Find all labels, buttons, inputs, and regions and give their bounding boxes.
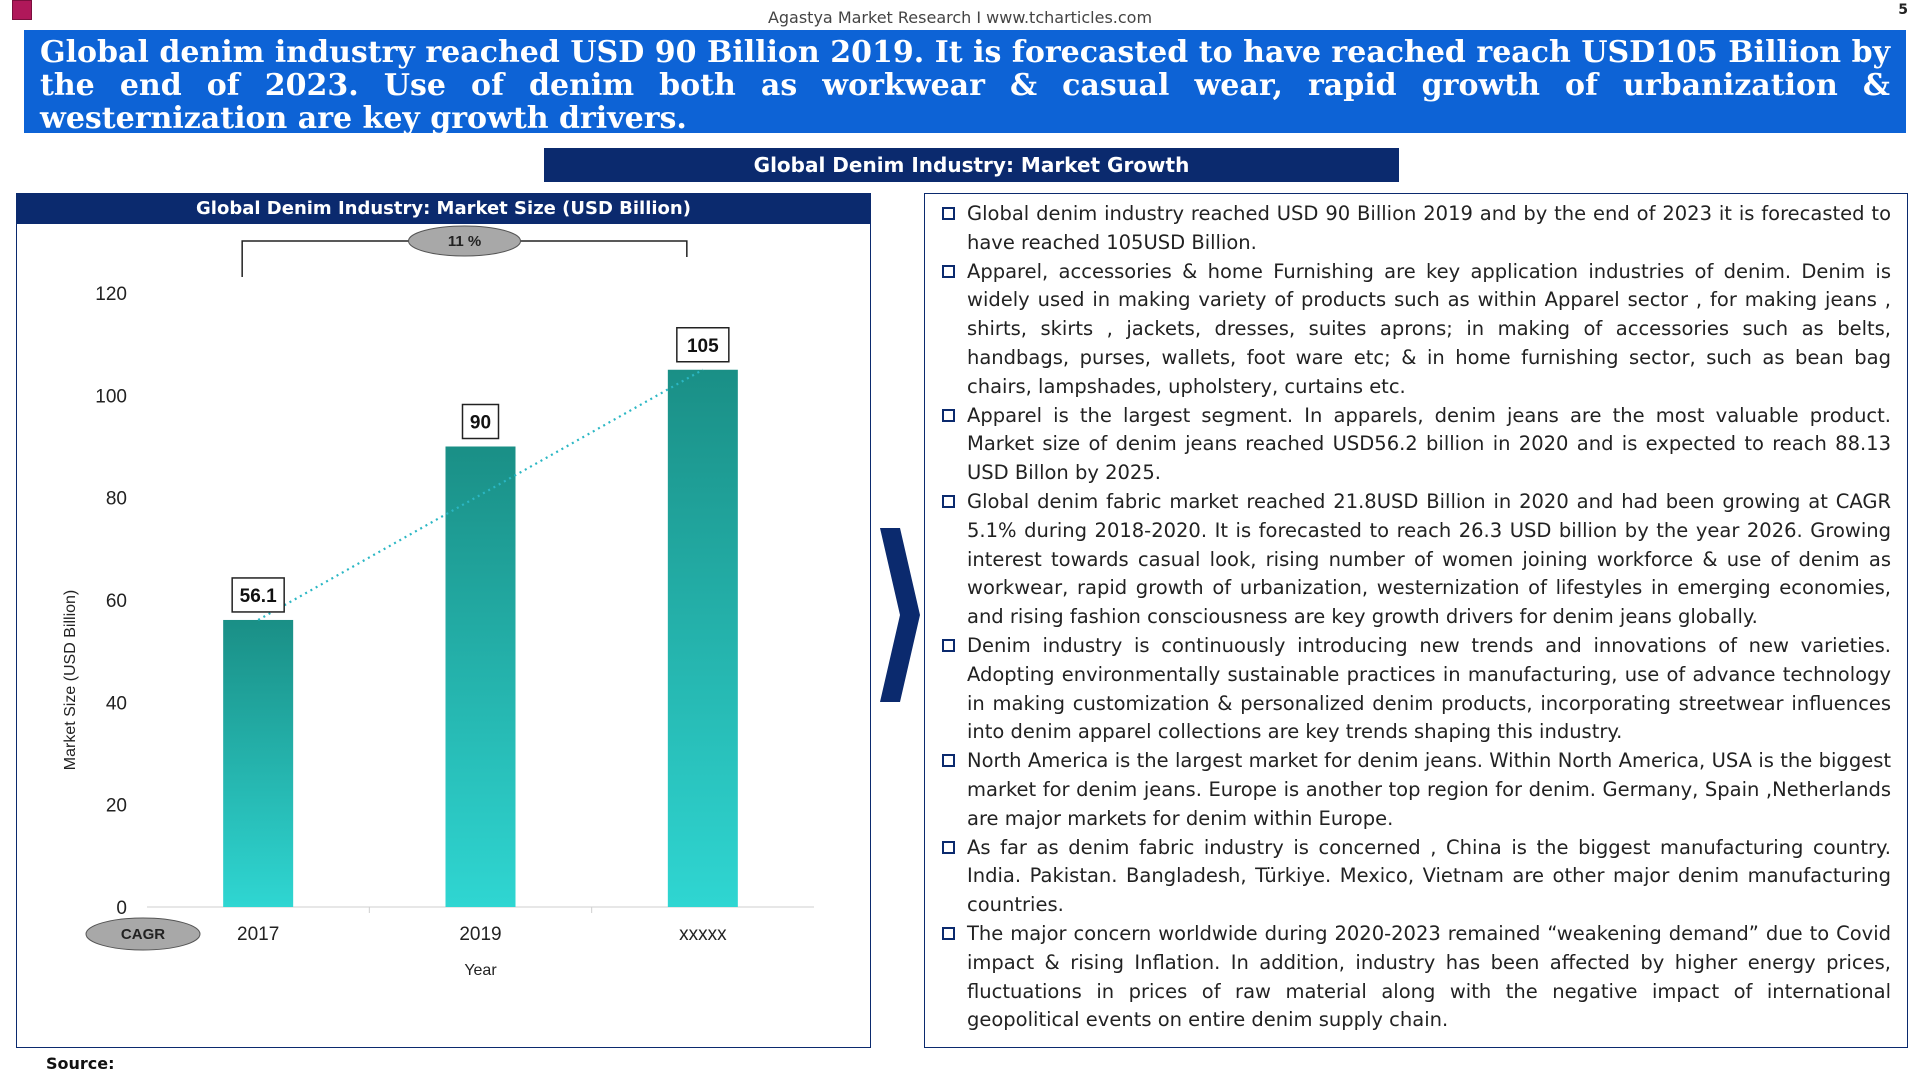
y-tick-label: 40 bbox=[106, 693, 127, 714]
x-tick-label: 2017 bbox=[237, 924, 279, 945]
source-label: Source: bbox=[46, 1054, 115, 1073]
headline-banner: Global denim industry reached USD 90 Bil… bbox=[24, 30, 1906, 133]
data-label-box bbox=[231, 577, 285, 613]
cagr-value: 11 % bbox=[448, 233, 481, 250]
checkbox-bullet-icon bbox=[942, 264, 955, 278]
y-tick-label: 20 bbox=[106, 796, 127, 817]
y-axis-title: Market Size (USD Billion) bbox=[62, 590, 79, 770]
bullet-text: Global denim fabric market reached 21.8U… bbox=[967, 489, 1891, 629]
bullet-text: North America is the largest market for … bbox=[967, 749, 1891, 830]
bullet-text: Denim industry is continuously introduci… bbox=[967, 633, 1891, 744]
bullet-item: Global denim industry reached USD 90 Bil… bbox=[941, 200, 1891, 258]
checkbox-bullet-icon bbox=[942, 840, 955, 854]
bullet-item: Global denim fabric market reached 21.8U… bbox=[941, 488, 1891, 632]
checkbox-bullet-icon bbox=[942, 926, 955, 940]
checkbox-bullet-icon bbox=[942, 207, 955, 220]
bullet-item: As far as denim fabric industry is conce… bbox=[941, 834, 1891, 920]
bar bbox=[223, 619, 294, 907]
bullet-item: Denim industry is continuously introduci… bbox=[941, 632, 1891, 747]
x-tick-label: 2019 bbox=[459, 924, 501, 945]
company-logo bbox=[12, 0, 32, 20]
bullet-text: Apparel is the largest segment. In appar… bbox=[967, 403, 1891, 485]
chart-panel: 0 20 40 60 80 100 120 2017 2019 xxxxx 56.1 90 105 11 … bbox=[16, 193, 871, 1048]
checkbox-bullet-icon bbox=[942, 408, 955, 422]
bar bbox=[667, 369, 738, 907]
y-tick-label: 100 bbox=[95, 386, 127, 407]
bullet-item: North America is the largest market for … bbox=[941, 747, 1891, 833]
chart-title: Global Denim Industry: Market Size (USD … bbox=[17, 194, 870, 224]
section-title: Global Denim Industry: Market Growth bbox=[544, 148, 1399, 182]
cagr-label: CAGR bbox=[121, 926, 165, 943]
bullet-item: The major concern worldwide during 2020-… bbox=[941, 920, 1891, 1035]
bar bbox=[445, 446, 516, 907]
bullet-text: Global denim industry reached USD 90 Bil… bbox=[967, 202, 1891, 254]
checkbox-bullet-icon bbox=[942, 754, 955, 768]
data-label-box bbox=[676, 327, 730, 363]
header-source-line: Agastya Market Research I www.tcharticle… bbox=[767, 8, 1153, 27]
cagr-label-oval bbox=[85, 917, 201, 951]
x-axis-title: Year bbox=[464, 962, 497, 979]
data-label-box bbox=[461, 403, 500, 440]
chevron-right-icon bbox=[880, 528, 920, 702]
bullet-text: Apparel, accessories & home Furnishing a… bbox=[967, 259, 1891, 398]
bar-chart: 0 20 40 60 80 100 120 2017 2019 xxxxx 56.1 90 105 11 … bbox=[62, 225, 814, 979]
y-tick-label: 120 bbox=[95, 284, 127, 305]
data-label: 105 bbox=[687, 336, 719, 357]
bullet-text: The major concern worldwide during 2020-… bbox=[967, 921, 1891, 1032]
data-label: 56.1 bbox=[240, 586, 277, 607]
checkbox-bullet-icon bbox=[942, 638, 955, 652]
y-tick-label: 60 bbox=[106, 591, 127, 612]
bullet-text: As far as denim fabric industry is conce… bbox=[967, 835, 1891, 917]
page-number: 5 bbox=[1898, 2, 1908, 18]
cagr-value-oval bbox=[408, 225, 521, 257]
x-tick-label: xxxxx bbox=[679, 924, 727, 945]
insights-panel: Global denim industry reached USD 90 Bil… bbox=[924, 193, 1908, 1048]
y-tick-label: 0 bbox=[116, 898, 127, 919]
data-label: 90 bbox=[470, 413, 491, 434]
insights-list: Global denim industry reached USD 90 Bil… bbox=[941, 200, 1891, 1035]
checkbox-bullet-icon bbox=[942, 494, 955, 508]
bullet-item: Apparel, accessories & home Furnishing a… bbox=[941, 258, 1891, 402]
y-tick-label: 80 bbox=[106, 489, 127, 510]
bullet-item: Apparel is the largest segment. In appar… bbox=[941, 402, 1891, 488]
trend-line bbox=[257, 368, 704, 621]
